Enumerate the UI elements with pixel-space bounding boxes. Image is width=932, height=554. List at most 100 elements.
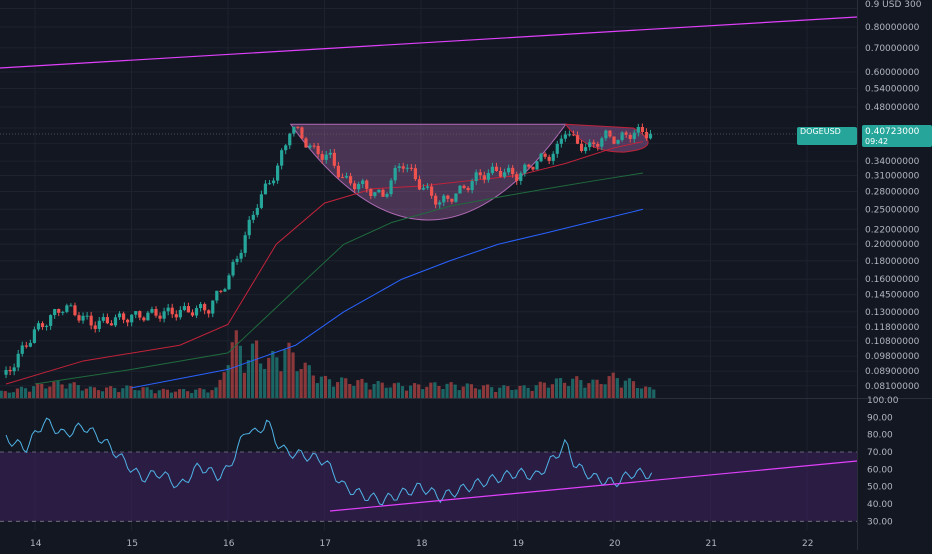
price-tick-label: 0.13000000 [865,308,920,318]
volume-bar [113,388,116,398]
volume-bar [28,392,31,398]
candle-body [106,317,109,323]
candle-body [260,194,263,208]
candle-body [600,138,603,146]
volume-bar [243,373,246,398]
volume-bar [48,387,51,398]
volume-bar [510,390,513,398]
candle-body [288,134,291,146]
volume-bar [591,380,594,398]
volume-bar [255,340,258,398]
candle-body [389,180,392,194]
volume-bar [636,388,639,398]
volume-bar [267,358,270,398]
candle-body [114,317,117,325]
volume-bar [190,393,193,398]
volume-bar [194,390,197,398]
candle-body [187,306,190,312]
volume-bar [454,385,457,398]
volume-bar [133,390,136,398]
volume-bar [445,384,448,398]
candle-body [462,186,465,188]
volume-bar [141,387,144,398]
candle-body [329,153,332,155]
volume-bar [336,382,339,398]
candle-body [191,312,194,315]
volume-bar [571,379,574,398]
volume-bar [146,387,149,398]
volume-bar [389,388,392,398]
candle-body [381,190,384,197]
volume-bar [373,384,376,398]
candle-body [280,150,283,165]
candle-body [215,291,218,301]
volume-bar [470,384,473,398]
candle-body [345,176,348,178]
time-tick-label: 21 [706,539,717,549]
candle-body [349,176,352,183]
volume-bar [616,378,619,398]
volume-bar [235,330,238,398]
volume-bar [206,392,209,398]
time-tick-label: 18 [416,539,428,549]
candle-body [33,329,36,343]
candle-body [175,314,178,317]
candle-body [633,133,636,139]
volume-bar [81,391,84,398]
volume-bar [308,365,311,398]
candle-body [227,275,230,289]
candle-body [560,139,563,144]
candle-body [543,154,546,157]
candle-body [645,132,648,138]
candle-body [126,320,129,323]
volume-bar [32,386,35,398]
candle-body [276,166,279,181]
candle-body [487,173,490,180]
candle-body [69,305,72,306]
candle-body [471,181,474,190]
volume-bar [579,380,582,398]
rsi-tick-label: 30.00 [867,517,893,527]
volume-bar [137,390,140,398]
candle-body [98,321,101,329]
candle-body [398,166,401,168]
volume-bar [559,378,562,398]
candle-body [495,167,498,171]
candle-body [414,168,417,179]
volume-bar [117,392,120,398]
volume-bar [64,389,67,398]
volume-bar [624,381,627,398]
candle-body [539,154,542,162]
price-tick-label: 0.31000000 [865,172,920,182]
candle-body [86,316,89,317]
candle-body [207,310,210,313]
volume-bar [352,386,355,398]
candle-body [608,131,611,137]
time-tick-label: 17 [320,539,331,549]
volume-bar [397,383,400,398]
volume-bar [425,387,428,398]
candle-body [195,308,198,315]
volume-bar [218,380,221,398]
candle-body [616,140,619,144]
volume-bar [466,383,469,398]
rsi-tick-label: 50.00 [867,483,893,493]
volume-bar [405,391,408,398]
volume-bar [328,379,331,398]
volume-bar [608,376,611,398]
price-tick-label: 0.80000000 [865,23,920,33]
candle-body [167,308,170,312]
candle-body [592,142,595,144]
candle-body [179,310,182,317]
candle-body [499,171,502,177]
volume-bar [214,387,217,398]
volume-bar [283,349,286,398]
volume-bar [44,388,47,398]
volume-bar [555,378,558,398]
candle-body [507,168,510,172]
candle-body [252,215,255,220]
volume-bar [89,387,92,398]
volume-bar [644,387,647,398]
volume-bar [575,376,578,398]
